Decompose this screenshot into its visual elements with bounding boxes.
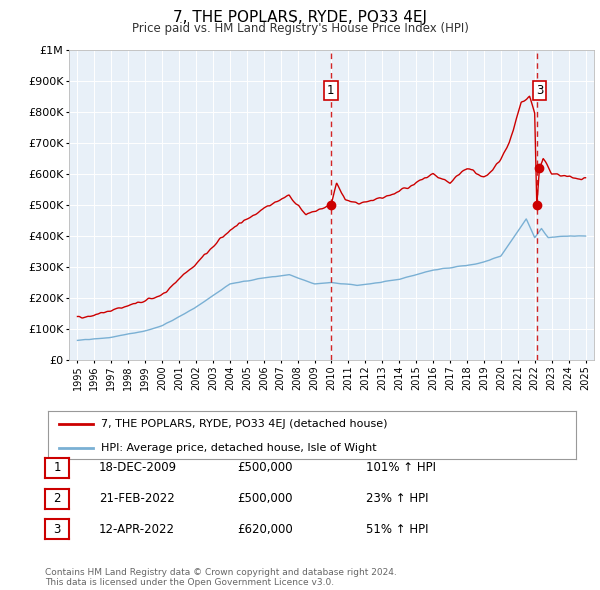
Text: Price paid vs. HM Land Registry's House Price Index (HPI): Price paid vs. HM Land Registry's House … — [131, 22, 469, 35]
Text: HPI: Average price, detached house, Isle of Wight: HPI: Average price, detached house, Isle… — [101, 443, 376, 453]
Text: Contains HM Land Registry data © Crown copyright and database right 2024.
This d: Contains HM Land Registry data © Crown c… — [45, 568, 397, 587]
Text: 1: 1 — [53, 461, 61, 474]
Text: 18-DEC-2009: 18-DEC-2009 — [99, 461, 177, 474]
Text: £500,000: £500,000 — [237, 461, 293, 474]
Text: 1: 1 — [327, 84, 335, 97]
Text: 7, THE POPLARS, RYDE, PO33 4EJ (detached house): 7, THE POPLARS, RYDE, PO33 4EJ (detached… — [101, 419, 388, 429]
Text: 2: 2 — [53, 492, 61, 505]
Text: 23% ↑ HPI: 23% ↑ HPI — [366, 492, 428, 505]
Text: 3: 3 — [53, 523, 61, 536]
Text: 51% ↑ HPI: 51% ↑ HPI — [366, 523, 428, 536]
Text: 7, THE POPLARS, RYDE, PO33 4EJ: 7, THE POPLARS, RYDE, PO33 4EJ — [173, 10, 427, 25]
Text: 101% ↑ HPI: 101% ↑ HPI — [366, 461, 436, 474]
Text: 21-FEB-2022: 21-FEB-2022 — [99, 492, 175, 505]
Text: £500,000: £500,000 — [237, 492, 293, 505]
Text: £620,000: £620,000 — [237, 523, 293, 536]
Text: 12-APR-2022: 12-APR-2022 — [99, 523, 175, 536]
Text: 3: 3 — [536, 84, 544, 97]
